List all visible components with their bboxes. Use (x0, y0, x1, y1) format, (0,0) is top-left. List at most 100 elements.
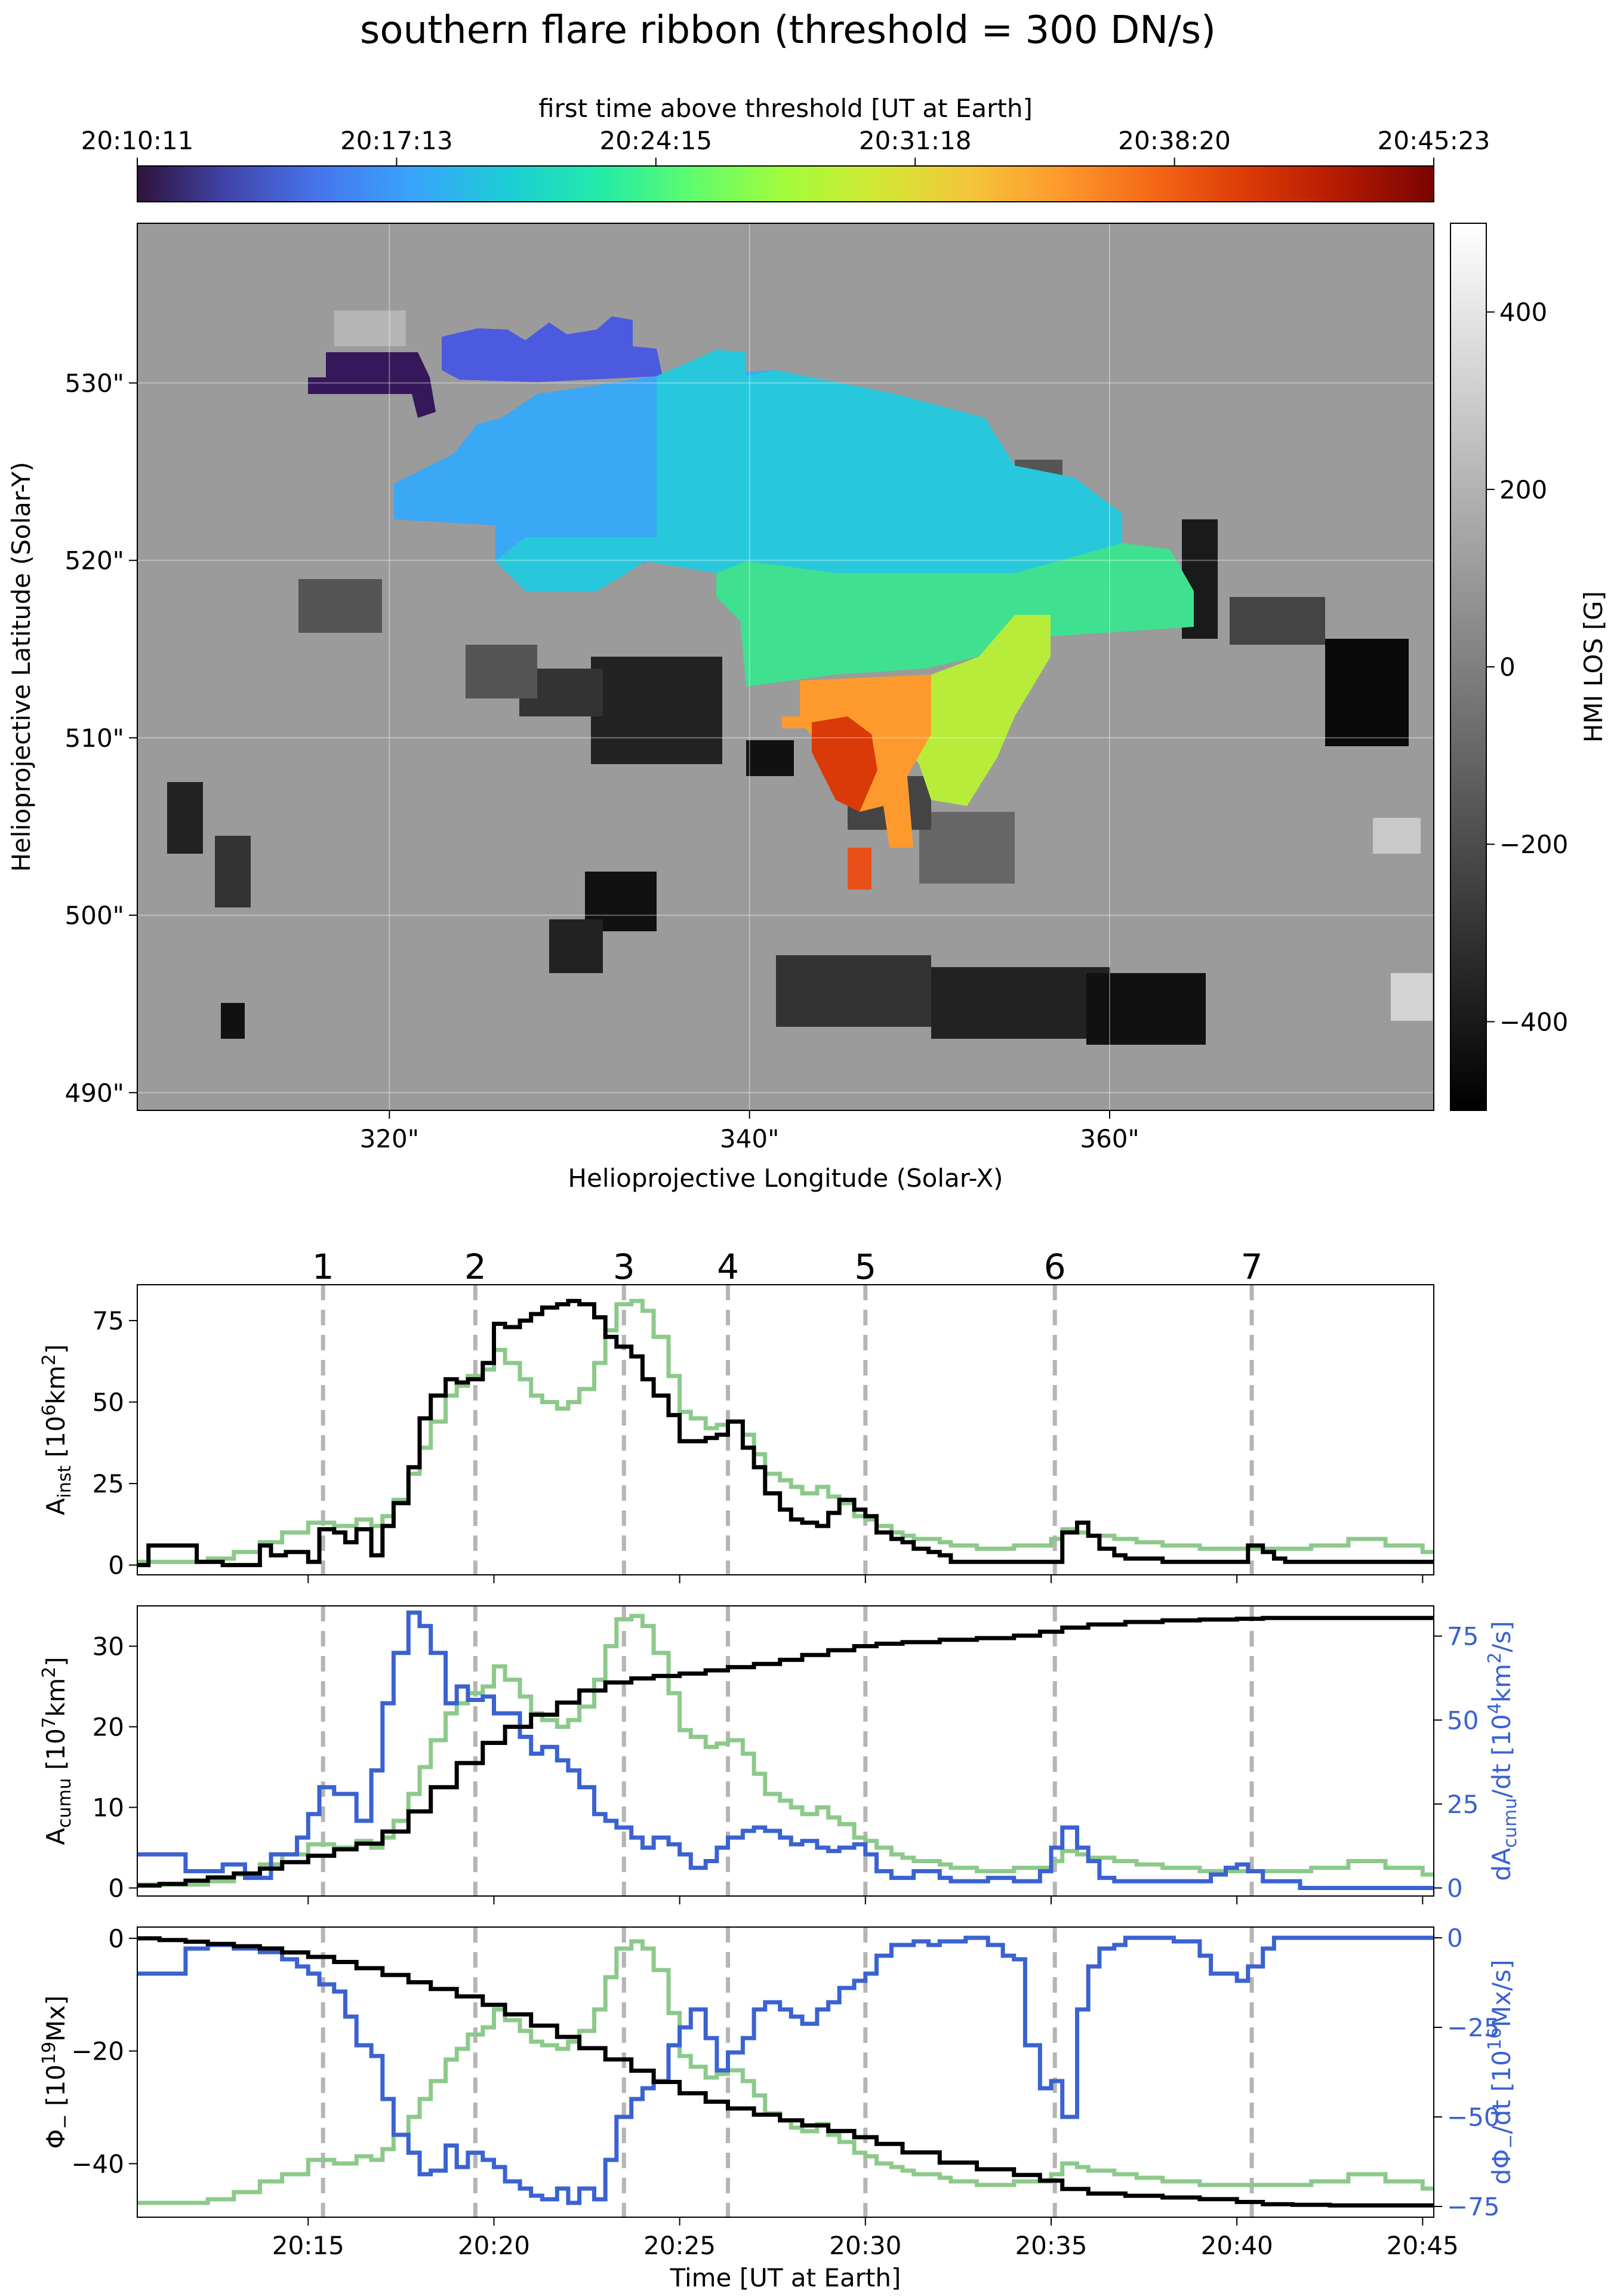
map-y-ticks: 490" 500" 510" 520" 530" (65, 368, 137, 1107)
time-colorbar: first time above threshold [UT at Earth]… (81, 94, 1490, 202)
field-colorbar: 400 200 0 −200 −400 HMI LOS [G] (1450, 223, 1608, 1111)
ribbon-southern-lobe (895, 615, 1051, 806)
event-marker-label: 2 (464, 1247, 486, 1287)
time-colorbar-tick-label: 20:17:13 (340, 126, 453, 155)
dark-patch (746, 740, 794, 776)
x-tick-label: 20:40 (1201, 2231, 1273, 2260)
time-colorbar-tick-label: 20:24:15 (599, 126, 712, 155)
series-line-dphi-dt (137, 1935, 1434, 2205)
area-cumu-y-ticks: 0 10 20 30 (93, 1632, 137, 1903)
y-tick-label: 10 (93, 1793, 124, 1823)
series-line-da-cumu-dt (137, 1610, 1434, 1890)
area-inst-x-ticks (307, 1575, 1424, 1583)
panel-flux-frame (137, 1926, 1434, 2218)
ribbon-western-tip (308, 352, 436, 418)
field-colorbar-label: HMI LOS [G] (1579, 591, 1608, 743)
y-tick-label: 0 (108, 1551, 124, 1580)
x-tick-label: 20:20 (458, 2231, 530, 2260)
time-colorbar-label: first time above threshold [UT at Earth] (538, 94, 1033, 123)
map-x-label: Helioprojective Longitude (Solar-X) (568, 1164, 1003, 1193)
event-marker-label: 4 (717, 1247, 739, 1287)
y-tick-label: 50 (93, 1388, 124, 1417)
ribbon-northern-strip (442, 316, 663, 382)
map-x-tick-label: 320" (360, 1124, 419, 1153)
map-frame (137, 223, 1434, 1111)
area-cumu-x-ticks (307, 1896, 1424, 1904)
area-inst-y-ticks: 0 25 50 75 (93, 1306, 137, 1580)
flux-y-label: Φ− [1019Mx] (39, 1995, 75, 2149)
map-y-tick-label: 530" (65, 368, 124, 398)
map-grid (137, 223, 1434, 1110)
field-colorbar-ticks: 400 200 0 −200 −400 (1486, 298, 1568, 1036)
x-tick-label: 20:15 (272, 2231, 344, 2260)
series-line-a-cumu-green (137, 1614, 1434, 1887)
ribbon-tail-core (812, 716, 877, 812)
magnetogram-dark-patches (167, 310, 1433, 1045)
dark-patch (549, 919, 603, 973)
flare-ribbon (308, 316, 1194, 890)
dark-patch (1230, 597, 1325, 645)
field-colorbar-tick-label: 0 (1499, 653, 1516, 682)
map-y-tick-label: 490" (65, 1078, 124, 1107)
area-cumu-series (137, 1610, 1434, 1890)
right-y-tick-label: 75 (1447, 1622, 1479, 1651)
flux-right-y-label: dΦ−/dt [1016Mx/s] (1485, 1959, 1521, 2184)
y-tick-label: 0 (108, 1874, 124, 1903)
y-tick-label: 0 (108, 1924, 124, 1953)
time-colorbar-tick-label: 20:38:20 (1118, 126, 1231, 155)
dark-patch (167, 782, 203, 854)
event-marker-labels: 1 2 3 4 5 6 7 (312, 1247, 1263, 1287)
area-cumu-right-y-label: dAcumu/dt [104km2/s] (1485, 1621, 1521, 1880)
ribbon-map-panel: 320" 340" 360" 490" 500" 510" 520" 530" Heliop… (7, 223, 1434, 1193)
dark-patch (215, 836, 251, 907)
map-y-tick-label: 500" (65, 901, 124, 930)
right-y-tick-label: −50 (1447, 2103, 1500, 2132)
right-y-tick-label: 50 (1447, 1706, 1479, 1735)
flux-x-ticks: 20:15 20:20 20:25 20:30 20:35 20:40 20:45 (272, 2217, 1459, 2260)
right-y-tick-label: −75 (1447, 2192, 1500, 2221)
map-x-tick-label: 340" (720, 1124, 779, 1153)
dark-patch (776, 955, 931, 1027)
panel-area-inst: 0 25 50 75 Ainst [106km2] (39, 1284, 1434, 1583)
map-x-tick-label: 360" (1080, 1124, 1139, 1153)
field-colorbar-bar (1450, 223, 1487, 1111)
x-tick-label: 20:45 (1387, 2231, 1459, 2260)
light-patch (1373, 818, 1421, 854)
y-tick-label: −40 (71, 2149, 124, 2178)
dark-patch (221, 1003, 245, 1039)
event-markers (321, 1285, 1254, 1575)
area-inst-series (137, 1298, 1434, 1568)
time-colorbar-tick-label: 20:45:23 (1378, 126, 1490, 155)
dark-patch (591, 657, 722, 764)
area-inst-y-label: Ainst [106km2] (39, 1344, 75, 1516)
area-cumu-y-label: Acumu [107km2] (39, 1657, 75, 1845)
right-y-tick-label: 0 (1447, 1874, 1463, 1903)
field-colorbar-tick-label: 200 (1499, 475, 1547, 504)
x-tick-label: 20:25 (643, 2231, 716, 2260)
right-y-tick-label: 0 (1447, 1923, 1463, 1953)
x-tick-label: 20:35 (1015, 2231, 1087, 2260)
field-colorbar-tick-label: −200 (1499, 830, 1568, 859)
flux-y-ticks: 0 −20 −40 (71, 1924, 137, 2178)
ribbon-central-body (495, 350, 1122, 591)
map-y-label: Helioprojective Latitude (Solar-Y) (7, 461, 36, 872)
y-tick-label: 25 (93, 1469, 124, 1498)
panel-area-cumu-frame (137, 1605, 1434, 1897)
panel-area-cumu: 0 10 20 30 0 25 50 75 Acumu [107km2] dAcumu/dt… (39, 1605, 1521, 1904)
x-tick-label: 20:30 (829, 2231, 901, 2260)
series-line-a-cumu (137, 1615, 1434, 1888)
map-x-ticks: 320" 340" 360" (360, 1110, 1139, 1153)
timeseries-panels: 1 2 3 4 5 6 7 0 25 50 75 Ainst [106km2] 0 10 20 30 0… (39, 1247, 1521, 2292)
map-y-tick-label: 510" (65, 724, 124, 753)
field-colorbar-tick-label: −400 (1499, 1007, 1568, 1036)
series-line-a-inst (137, 1298, 1434, 1568)
dark-patch (1325, 639, 1409, 746)
event-marker-label: 6 (1044, 1247, 1066, 1287)
flux-series (137, 1935, 1434, 2208)
series-line-a-inst-green (137, 1298, 1434, 1564)
right-y-tick-label: 25 (1447, 1790, 1479, 1819)
ribbon-tail-tip (848, 848, 871, 890)
y-tick-label: −20 (71, 2037, 124, 2066)
time-colorbar-tick-label: 20:31:18 (859, 126, 972, 155)
